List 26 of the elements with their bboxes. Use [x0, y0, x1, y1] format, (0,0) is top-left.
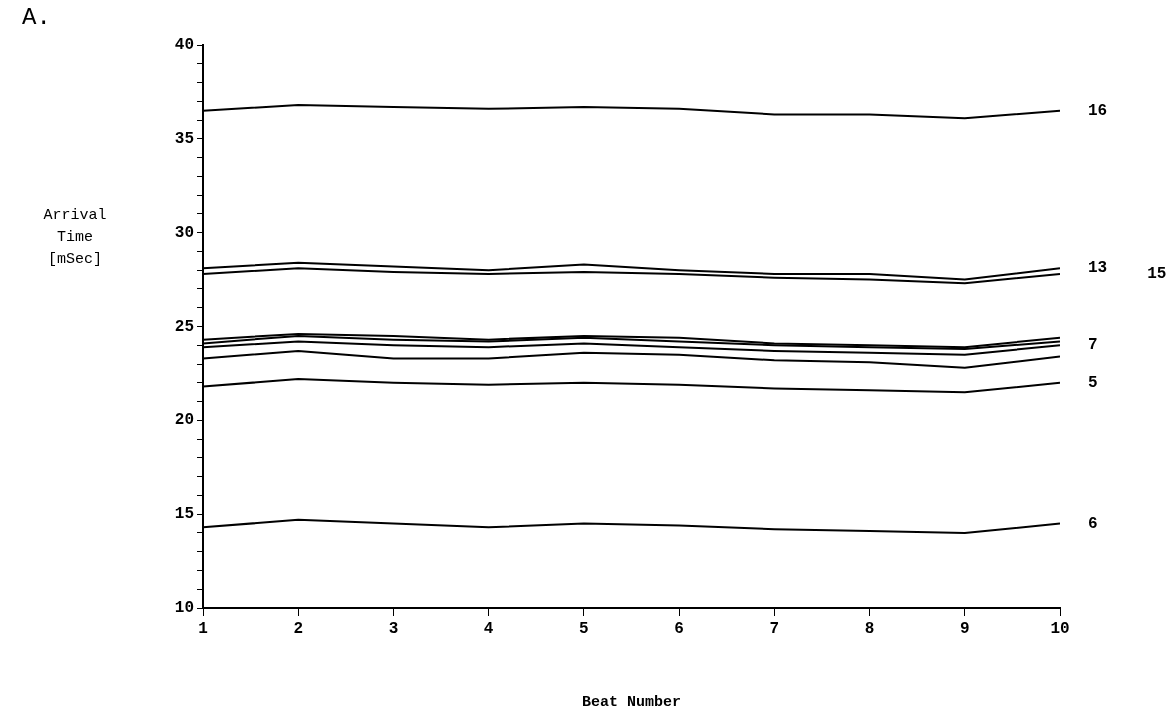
chart-title: A. — [22, 4, 51, 31]
y-tick-label: 30 — [174, 223, 194, 242]
y-tick-label: 20 — [174, 411, 194, 430]
series-label: 16 — [1088, 101, 1108, 120]
x-tick-label: 8 — [864, 619, 875, 638]
y-tick-label: 10 — [174, 599, 194, 618]
y-tick-label: 40 — [174, 36, 194, 55]
y-axis-title: Arrival Time [mSec] — [42, 206, 108, 270]
x-tick-label: 6 — [674, 619, 684, 638]
x-axis-title: Beat Number — [581, 694, 682, 711]
x-tick-label: 2 — [293, 619, 304, 638]
y-tick-label: 15 — [174, 505, 194, 524]
series-label: 7 — [1088, 336, 1098, 355]
x-tick-label: 1 — [198, 619, 208, 638]
x-tick-label: 5 — [579, 619, 589, 638]
series-label: 6 — [1088, 514, 1098, 533]
x-tick-label: 9 — [959, 619, 970, 638]
y-tick-label: 25 — [174, 317, 194, 336]
series-label: 5 — [1088, 373, 1098, 392]
text: 15 — [1147, 264, 1167, 283]
x-tick-label: 7 — [769, 619, 780, 638]
y-tick-label: 35 — [174, 129, 194, 148]
x-tick-label: 10 — [1050, 619, 1070, 638]
x-tick-label: 4 — [483, 619, 494, 638]
x-tick-label: 3 — [388, 619, 399, 638]
series-label: 13 — [1088, 259, 1108, 278]
